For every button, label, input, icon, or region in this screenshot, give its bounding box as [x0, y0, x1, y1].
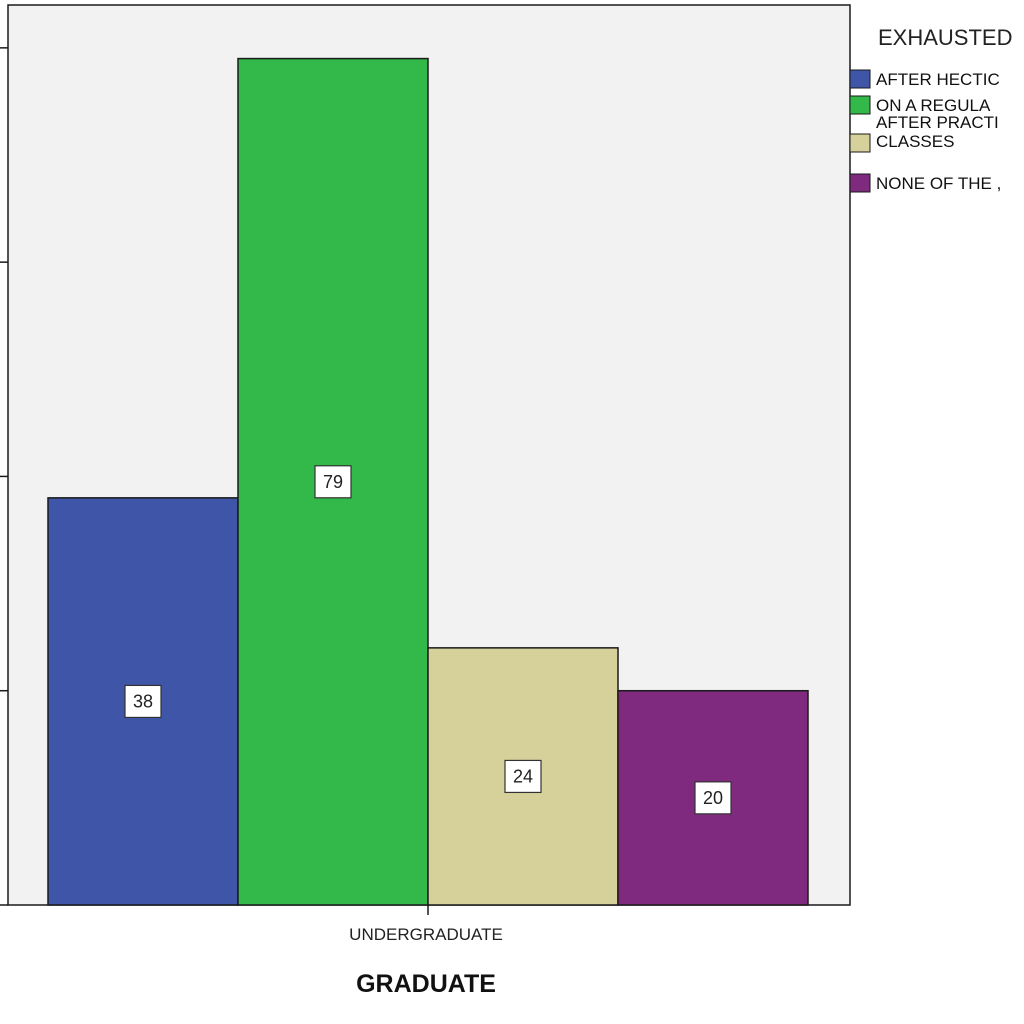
y-axis-ticks: [0, 47, 8, 906]
legend-swatch-3: [849, 133, 871, 153]
data-label-box-4: [694, 781, 732, 815]
legend-label-2: ON A REGULA: [876, 96, 991, 115]
data-label-box-3: [504, 759, 542, 794]
bars-group: [47, 57, 809, 906]
data-label-4: 20: [703, 788, 723, 808]
legend-swatch-2: [849, 95, 871, 115]
data-label-1: 38: [133, 691, 153, 711]
legend-title: EXHAUSTED: [878, 25, 1012, 50]
legend-label-4: NONE OF THE ,: [876, 174, 1001, 193]
data-label-box-1: [124, 684, 162, 719]
x-category-label: UNDERGRADUATE: [349, 925, 503, 944]
data-label-3: 24: [513, 766, 533, 786]
legend-swatch-4: [849, 173, 871, 193]
x-axis-title: GRADUATE: [356, 970, 496, 998]
data-label-2: 79: [323, 472, 343, 492]
legend-swatch-1: [849, 69, 871, 89]
legend-label-3: AFTER PRACTI CLASSES: [876, 113, 999, 151]
legend-label-1: AFTER HECTIC: [876, 70, 1000, 89]
value-labels-group: 38 79 24 20: [124, 465, 732, 815]
data-label-box-2: [314, 465, 352, 499]
